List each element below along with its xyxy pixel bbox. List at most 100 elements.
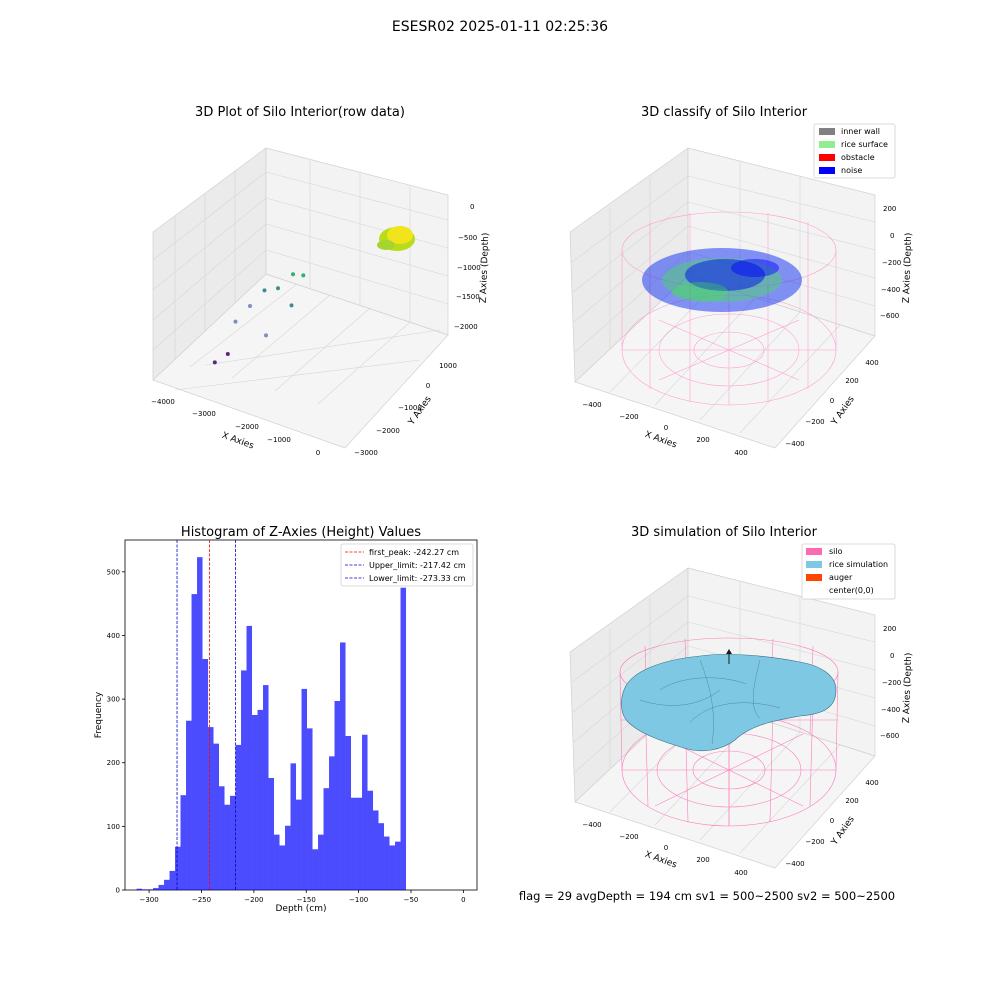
legend-swatch-silo [806, 548, 822, 555]
hist-bar [186, 720, 192, 890]
legend-label-first-peak: first_peak: -242.27 cm [369, 548, 459, 557]
hist-y-tick-label: 200 [107, 759, 120, 767]
hist-bar [400, 587, 407, 890]
hist-y-tick-label: 100 [107, 823, 120, 831]
hist-bar [142, 889, 148, 890]
classify-legend: inner wall rice surface obstacle noise [813, 123, 896, 179]
hist-legend: first_peak: -242.27 cm Upper_limit: -217… [340, 543, 474, 587]
classify-ytick: −200 [805, 418, 824, 426]
legend-swatch-rice-simulation [806, 561, 822, 568]
hist-y-tick-label: 500 [107, 568, 120, 576]
raw-point [264, 333, 268, 338]
hist-y-tick-label: 400 [107, 632, 120, 640]
raw-xtick: −3000 [192, 410, 216, 418]
sim-plot-title: 3D simulation of Silo Interior [631, 525, 818, 540]
raw-ztick: −1000 [457, 264, 481, 272]
sim-legend: silo rice simulation auger center(0,0) [801, 543, 896, 600]
sim-ytick: 0 [830, 817, 834, 825]
classify-ztick: −400 [881, 286, 900, 294]
hist-bar [285, 825, 291, 890]
sim-ztick: 200 [883, 625, 896, 633]
hist-x-tick-label: −250 [192, 896, 211, 904]
hist-bar [312, 849, 319, 890]
hist-bar [219, 786, 225, 890]
hist-x-tick-label: −200 [244, 896, 263, 904]
hist-bar [384, 836, 390, 890]
classify-plot-title: 3D classify of Silo Interior [641, 105, 808, 120]
hist-bar [180, 795, 187, 890]
hist-bar [230, 795, 236, 890]
classify-xtick: −200 [619, 413, 638, 421]
hist-bar [389, 845, 396, 890]
hist-y-axis-label: Frequency [94, 691, 104, 738]
legend-swatch-obstacle [819, 154, 835, 161]
hist-bar [367, 790, 374, 890]
figure-suptitle: ESESR02 2025-01-11 02:25:36 [392, 19, 608, 35]
hist-bar [175, 846, 181, 890]
hist-bar [252, 715, 258, 890]
hist-bar [351, 797, 357, 890]
hist-plot-title: Histogram of Z-Axies (Height) Values [181, 525, 421, 540]
hist-bar [329, 756, 335, 890]
classify-x-axis-label: X Axies [643, 430, 678, 451]
classify-ztick: −200 [882, 259, 901, 267]
panel-raw-data: 3D Plot of Silo Interior(row data) [151, 105, 491, 457]
hist-x-tick-label: 0 [461, 896, 465, 904]
hist-bar [318, 834, 324, 890]
hist-bar [191, 594, 198, 890]
hist-bar [301, 688, 308, 890]
hist-bar [241, 670, 247, 890]
hist-x-tick-label: −100 [349, 896, 368, 904]
raw-ztick: −1500 [456, 293, 480, 301]
panel-classify: 3D classify of Silo Interior [569, 105, 914, 457]
raw-point [233, 319, 238, 324]
sim-xtick: −200 [619, 833, 638, 841]
legend-swatch-rice-surface [819, 141, 835, 148]
raw-xtick: −4000 [151, 398, 175, 406]
sim-xtick: 400 [734, 869, 747, 877]
hist-bar [334, 701, 341, 890]
hist-bar [169, 870, 176, 890]
sim-ytick: 400 [865, 779, 878, 787]
sim-z-axis-label: Z Axies (Depth) [902, 653, 914, 724]
hist-bar [373, 810, 379, 890]
hist-bar [279, 845, 286, 890]
legend-label-rice-simulation: rice simulation [829, 560, 888, 569]
classify-ytick: −400 [785, 440, 804, 448]
raw-point [301, 273, 306, 278]
hist-bar [197, 557, 203, 890]
hist-bar [290, 763, 297, 890]
hist-bar [307, 728, 313, 890]
sim-xtick: 0 [664, 844, 668, 852]
raw-ztick: −500 [458, 234, 477, 242]
hist-y-tick-label: 0 [116, 887, 120, 895]
hist-bar [147, 889, 154, 890]
raw-point [276, 286, 280, 291]
hist-bar [263, 685, 269, 890]
hist-bar [395, 841, 401, 890]
legend-label-rice-surface: rice surface [841, 140, 888, 149]
raw-ytick: 0 [426, 382, 430, 390]
sim-xtick: −400 [582, 821, 601, 829]
raw-outlier-points [212, 272, 306, 365]
hist-x-tick-label: −150 [297, 896, 316, 904]
hist-y-tick-label: 300 [107, 696, 120, 704]
sim-ztick: 0 [890, 652, 894, 660]
classify-ytick: 200 [845, 377, 858, 385]
hist-bar [340, 642, 346, 890]
raw-x-axis-label: X Axies [220, 431, 255, 452]
classify-xtick: 200 [696, 436, 709, 444]
hist-bar [164, 879, 170, 890]
legend-swatch-noise [819, 167, 835, 174]
legend-label-lower-limit: Lower_limit: -273.33 cm [369, 574, 466, 583]
raw-xtick: 0 [316, 449, 320, 457]
raw-ytick: 1000 [439, 362, 457, 370]
hist-bar [378, 823, 385, 890]
raw-ytick: −3000 [354, 449, 378, 457]
hist-x-axis-label: Depth (cm) [275, 904, 326, 914]
classify-ytick: 400 [865, 359, 878, 367]
panel-histogram: Histogram of Z-Axies (Height) Values −30… [94, 525, 478, 914]
raw-ytick: −2000 [376, 427, 400, 435]
hist-x-tick-label: −300 [139, 896, 158, 904]
